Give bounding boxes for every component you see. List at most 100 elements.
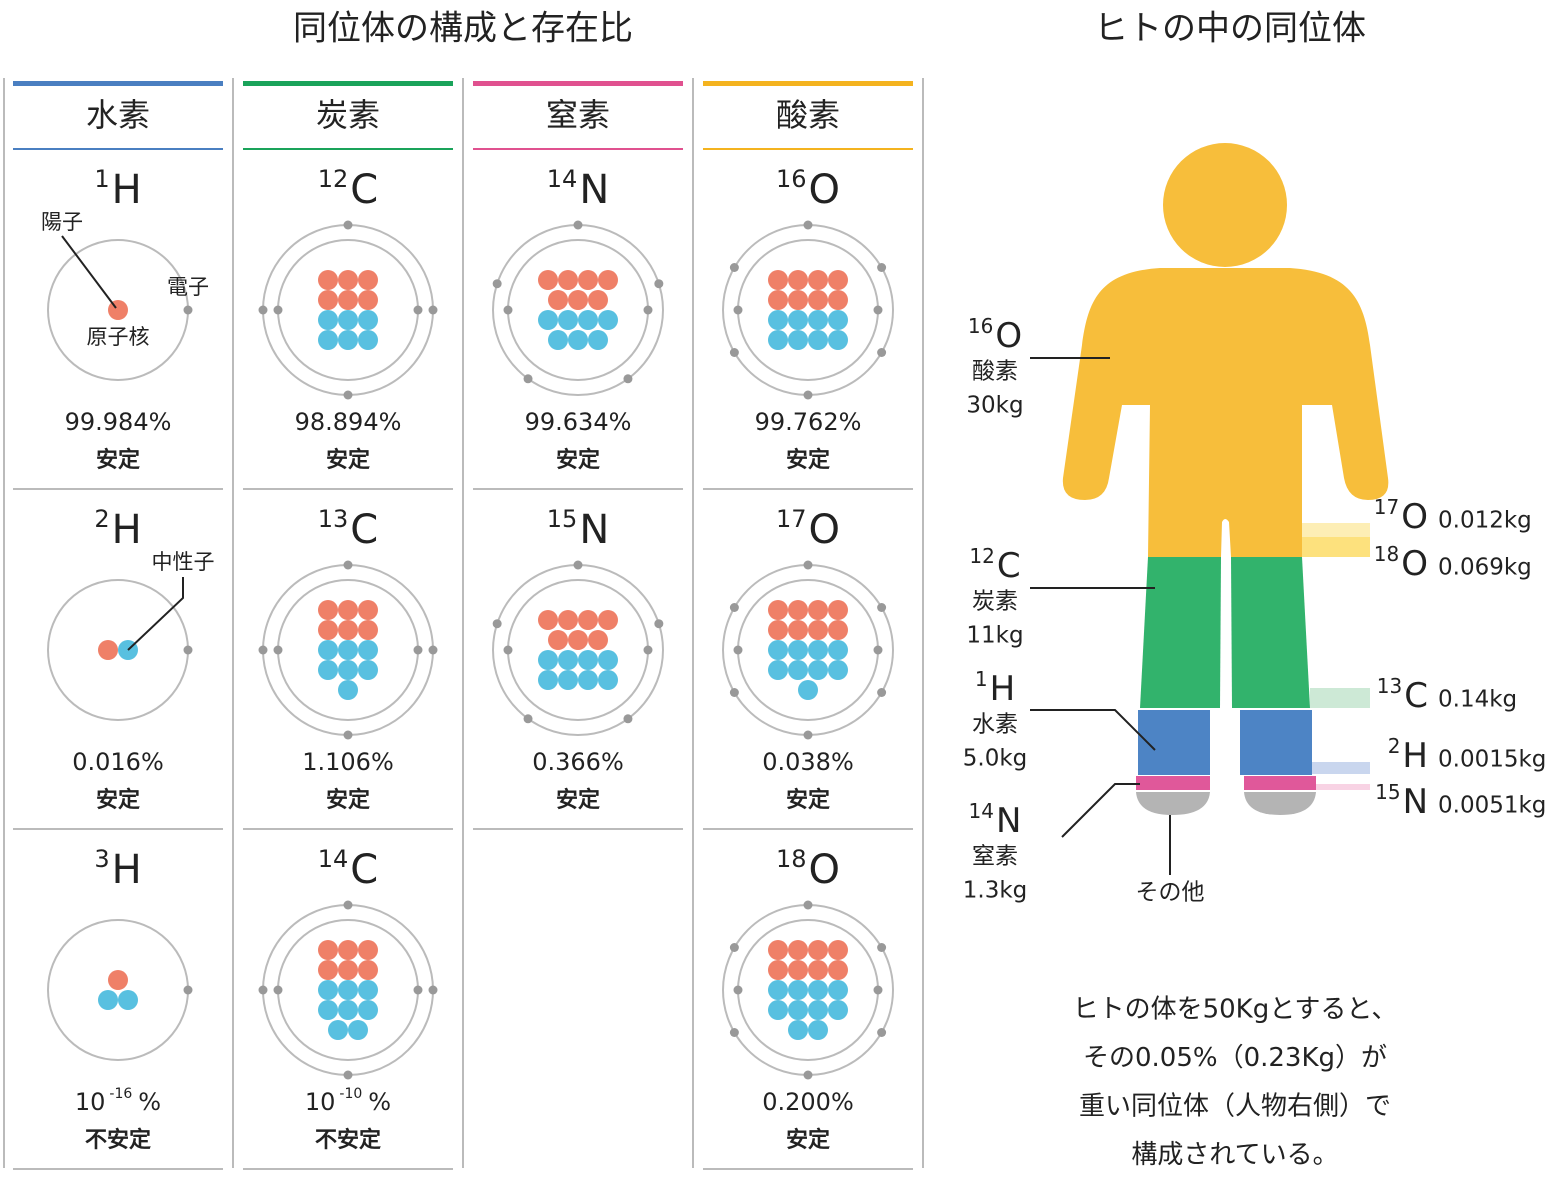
electron [573, 220, 583, 230]
proton [808, 270, 828, 290]
neutron [788, 330, 808, 350]
neutron [118, 990, 138, 1010]
neutron [828, 310, 848, 330]
element-symbol: C [350, 847, 378, 893]
element-symbol: O [1401, 497, 1428, 537]
leg-hydrogen [1138, 710, 1210, 775]
element-symbol: H [112, 507, 142, 553]
minor-bar [1312, 762, 1370, 774]
proton [338, 290, 358, 310]
neutron [768, 310, 788, 330]
proton [768, 960, 788, 980]
mass-number: 15 [547, 505, 578, 533]
column-dividers [3, 78, 924, 1168]
neutron [338, 330, 358, 350]
electron [643, 645, 653, 655]
electron [623, 374, 633, 384]
proton [768, 290, 788, 310]
column-header: 窒素 [546, 96, 610, 134]
proton [338, 600, 358, 620]
neutron [788, 980, 808, 1000]
electron [877, 603, 887, 612]
abundance: 99.634% [525, 408, 632, 436]
mass-number: 13 [318, 505, 349, 533]
electron [343, 390, 353, 400]
neutron [538, 670, 558, 690]
minor-weight: 0.0051kg [1438, 793, 1546, 819]
neutron [788, 660, 808, 680]
element-symbol: H [112, 847, 142, 893]
element-symbol: C [1404, 676, 1428, 716]
proton [358, 960, 378, 980]
electron [183, 305, 193, 315]
proton [318, 620, 338, 640]
minor-bar [1310, 688, 1370, 708]
minor-weight: 0.069kg [1438, 555, 1532, 581]
isotope-symbol: 12C [318, 165, 378, 213]
element-symbol: O [995, 316, 1022, 356]
proton [788, 290, 808, 310]
proton [558, 610, 578, 630]
electron [803, 730, 813, 740]
proton [768, 600, 788, 620]
neutron [328, 1020, 348, 1040]
neutron [808, 330, 828, 350]
abundance: 0.038% [762, 748, 854, 776]
neutron [828, 660, 848, 680]
neutron [808, 1020, 828, 1040]
proton [828, 960, 848, 980]
neutron [598, 650, 618, 670]
annotation: 中性子 [152, 550, 215, 574]
mass-number: 14 [547, 165, 578, 193]
abundance-base: 10 [305, 1088, 336, 1116]
neutron [318, 980, 338, 1000]
isotope-symbol: 17O [776, 505, 840, 553]
electron [492, 279, 502, 289]
neutron [358, 980, 378, 1000]
neutron [338, 1000, 358, 1020]
isotope-symbol: 15N [547, 505, 609, 553]
electron [258, 305, 268, 315]
leg-carbon [1231, 557, 1310, 708]
electron [503, 645, 513, 655]
neutron [348, 1020, 368, 1040]
proton [338, 940, 358, 960]
element-symbol: N [579, 507, 609, 553]
electron [343, 730, 353, 740]
element-symbol: H [112, 167, 142, 213]
electron-shell [737, 239, 879, 381]
other-label: その他 [1136, 880, 1205, 906]
electron [258, 645, 268, 655]
electron [343, 900, 353, 910]
neutron [358, 660, 378, 680]
electron [343, 1070, 353, 1080]
minor-bar [1302, 523, 1370, 537]
minor-weight: 0.0015kg [1438, 747, 1546, 773]
element-symbol: O [1401, 544, 1428, 584]
isotope-symbol: 16O [776, 165, 840, 213]
column-color-bar [13, 81, 223, 86]
mass-number: 16 [776, 165, 807, 193]
element-symbol: N [996, 801, 1021, 841]
isotope-symbol: 1H [975, 666, 1015, 708]
mass-number: 17 [776, 505, 807, 533]
mass-number: 18 [776, 845, 807, 873]
stability: 安定 [326, 447, 370, 473]
proton [318, 960, 338, 980]
element-symbol: H [990, 669, 1016, 709]
neutron [828, 330, 848, 350]
neutron [98, 990, 118, 1010]
electron [428, 985, 438, 995]
electron [803, 1070, 813, 1080]
proton [338, 960, 358, 980]
electron [183, 645, 193, 655]
column-header: 酸素 [776, 96, 840, 134]
foot-other [1136, 792, 1210, 815]
stability: 安定 [786, 787, 830, 813]
part-weight: 1.3kg [963, 878, 1028, 904]
stability: 安定 [786, 1127, 830, 1153]
electron [733, 305, 743, 315]
electron [428, 305, 438, 315]
isotope-symbol: 13C [1377, 673, 1428, 715]
neutron [558, 310, 578, 330]
